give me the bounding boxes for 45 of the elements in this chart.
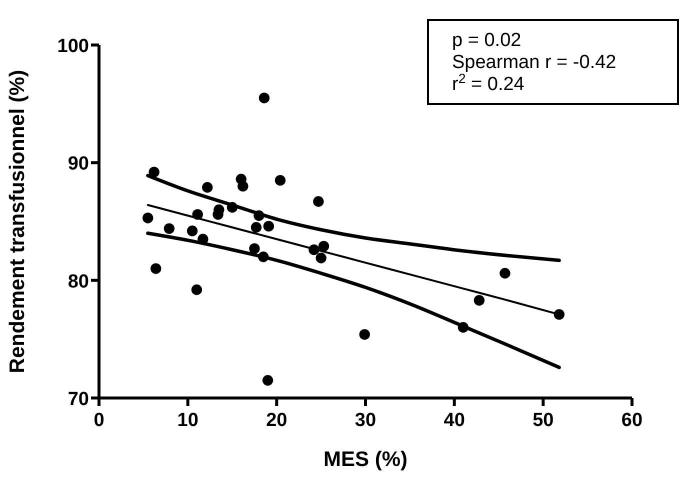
point xyxy=(164,223,175,234)
point xyxy=(554,309,565,320)
point xyxy=(254,210,264,221)
y-tick-label: 100 xyxy=(57,36,89,57)
point xyxy=(359,329,370,340)
point xyxy=(308,244,320,256)
annotation: p = 0.02 xyxy=(452,30,522,51)
point xyxy=(263,220,274,232)
point xyxy=(192,209,203,220)
x-tick-label: 20 xyxy=(266,410,288,431)
point xyxy=(186,226,198,236)
point xyxy=(142,212,154,224)
point xyxy=(191,284,202,296)
x-axis-title: MES (%) xyxy=(324,448,408,471)
text-box: p = 0.02 Spearman r = -0.42 r$^{2}$ = 0.24 xyxy=(427,19,679,105)
point xyxy=(258,251,269,262)
x-tick-label: 30 xyxy=(354,410,376,431)
point xyxy=(238,180,248,192)
point xyxy=(150,263,162,274)
y-tick-label: 80 xyxy=(68,271,89,292)
point xyxy=(274,174,286,186)
point xyxy=(313,196,324,207)
point xyxy=(249,243,260,254)
annotation: r$^{2}$ = 0.24 xyxy=(452,70,525,95)
point xyxy=(262,375,274,386)
x-tick-label: 0 xyxy=(94,410,104,431)
y-tick-label: 90 xyxy=(68,154,89,175)
annotation: Spearman r = -0.42 xyxy=(452,52,616,73)
point xyxy=(250,222,262,233)
x-tick-label: 50 xyxy=(532,410,554,431)
x-tick-label: 10 xyxy=(177,410,198,431)
point xyxy=(458,322,469,333)
x-tick-label: 40 xyxy=(444,410,465,431)
point xyxy=(258,92,270,104)
y-tick-label: 70 xyxy=(68,389,89,410)
point xyxy=(202,182,213,193)
y-axis-title: Rendement transfusionnel (%) xyxy=(6,70,29,374)
point xyxy=(500,268,510,279)
point xyxy=(148,166,160,178)
point xyxy=(212,209,224,220)
point xyxy=(226,202,238,213)
x-tick-label: 60 xyxy=(621,410,643,431)
point xyxy=(474,294,485,306)
point xyxy=(318,240,330,252)
point xyxy=(316,252,326,264)
